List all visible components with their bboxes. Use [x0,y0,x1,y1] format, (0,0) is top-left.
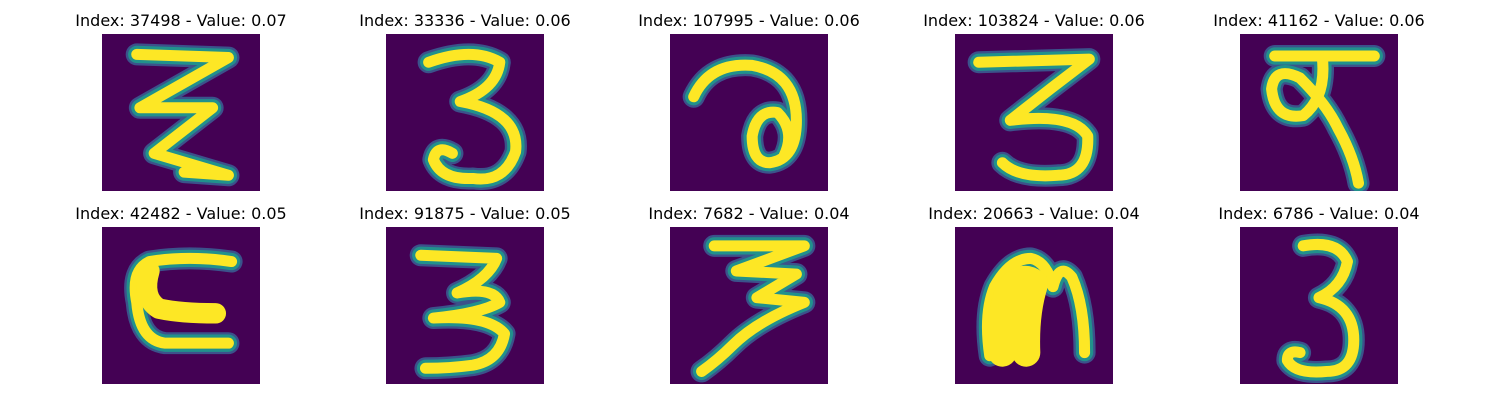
image-panel-5: Index: 41162 - Value: 0.06 [1189,10,1449,191]
image-panel-10: Index: 6786 - Value: 0.04 [1189,203,1449,384]
panel-title: Index: 6786 - Value: 0.04 [1218,204,1420,223]
digit-stroke [690,234,816,383]
digit-image [670,227,828,384]
digit-stroke [1276,233,1365,383]
digit-image [955,34,1113,191]
digit-stroke [976,247,1096,367]
panel-title: Index: 91875 - Value: 0.05 [359,204,571,223]
digit-stroke [124,247,243,355]
image-panel-7: Index: 91875 - Value: 0.05 [335,203,595,384]
panel-title: Index: 37498 - Value: 0.07 [75,11,287,30]
digit-stroke-fill [136,260,227,324]
digit-stroke [417,43,527,191]
digit-stroke [125,43,240,187]
image-panel-1: Index: 37498 - Value: 0.07 [51,10,311,191]
image-panel-9: Index: 20663 - Value: 0.04 [904,203,1164,384]
digit-image [102,227,260,384]
panel-title: Index: 7682 - Value: 0.04 [648,204,850,223]
image-panel-4: Index: 103824 - Value: 0.06 [904,10,1164,191]
digit-stroke-fill [987,265,1049,367]
digit-image [102,34,260,191]
panel-title: Index: 107995 - Value: 0.06 [638,11,860,30]
image-panel-8: Index: 7682 - Value: 0.04 [619,203,879,384]
digit-stroke [682,54,808,174]
panel-title: Index: 20663 - Value: 0.04 [928,204,1140,223]
image-panel-6: Index: 42482 - Value: 0.05 [51,203,311,384]
digit-stroke [967,48,1101,187]
panel-title: Index: 33336 - Value: 0.06 [359,11,571,30]
digit-image [386,34,544,191]
digit-image [670,34,828,191]
digit-image [1240,34,1398,191]
panel-title: Index: 41162 - Value: 0.06 [1213,11,1425,30]
digit-image [1240,227,1398,384]
digit-image [955,227,1113,384]
digit-stroke [1260,44,1386,191]
image-panel-3: Index: 107995 - Value: 0.06 [619,10,879,191]
image-panel-2: Index: 33336 - Value: 0.06 [335,10,595,191]
panel-title: Index: 42482 - Value: 0.05 [75,204,287,223]
digit-image [386,227,544,384]
digit-stroke [409,244,516,380]
panel-title: Index: 103824 - Value: 0.06 [923,11,1145,30]
